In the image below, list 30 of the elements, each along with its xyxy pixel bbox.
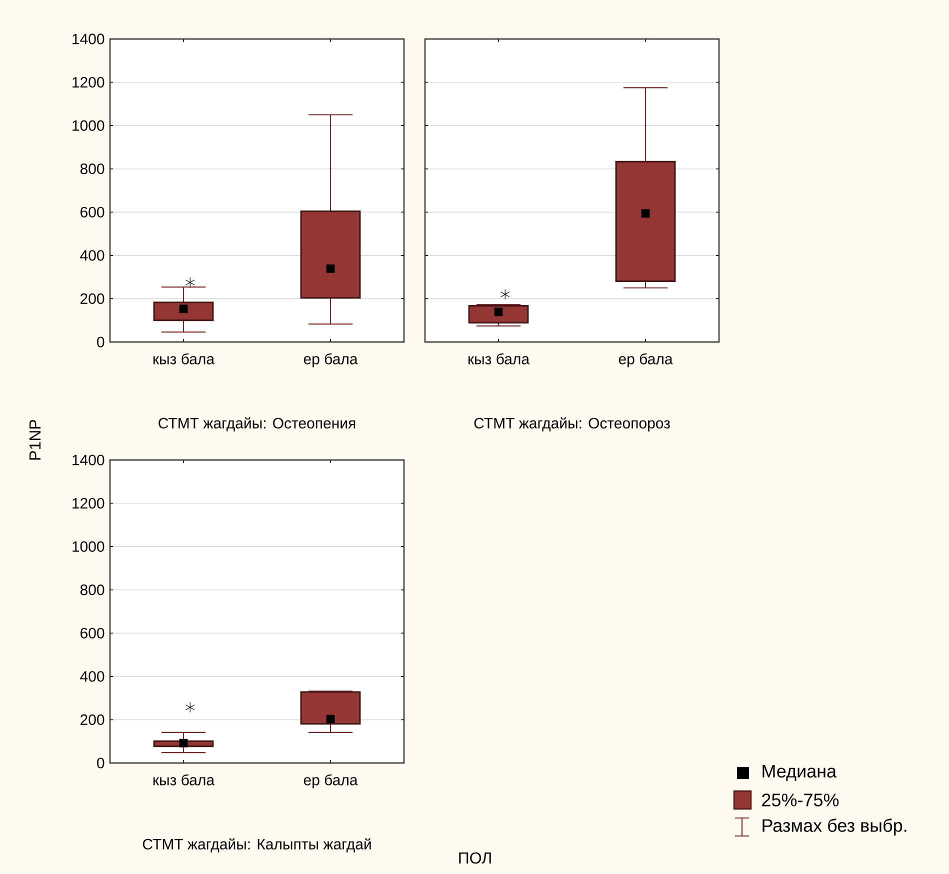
y-tick-label: 400 xyxy=(80,250,104,261)
y-tick-label: 400 xyxy=(80,671,104,682)
x-axis-title: ПОЛ xyxy=(459,852,491,864)
y-tick-label: 600 xyxy=(80,206,104,218)
y-tick-label: 800 xyxy=(80,584,104,596)
x-tick-label: ер бала xyxy=(304,774,358,788)
text: 25%-75% xyxy=(762,794,839,806)
y-tick-label: 200 xyxy=(80,293,104,304)
y-axis-title: P1NP xyxy=(29,420,41,460)
y-tick-label: 1400 xyxy=(72,454,104,466)
text: Размах без выбр. xyxy=(762,818,906,836)
y-tick-label: 0 xyxy=(97,336,104,348)
x-tick-label: кыз бала xyxy=(153,353,215,364)
y-tick-label: 1200 xyxy=(72,76,104,88)
y-tick-label: 200 xyxy=(80,714,104,726)
text: СТМТ жагдайы: Остеопения xyxy=(158,417,356,432)
y-tick-label: 600 xyxy=(80,628,104,638)
y-tick-label: 1000 xyxy=(72,120,104,131)
y-tick-label: 1400 xyxy=(72,34,104,44)
text: СТМТ жагдайы: Остеопороз xyxy=(474,417,670,432)
y-tick-label: 1000 xyxy=(72,541,104,552)
y-tick-label: 0 xyxy=(97,758,104,768)
text: Медиана xyxy=(762,765,837,781)
text: СТМТ жагдайы: Калыпты жагдай xyxy=(142,838,371,852)
x-tick-label: ер бала xyxy=(618,353,673,368)
x-tick-label: кыз бала xyxy=(153,774,215,786)
y-tick-label: 800 xyxy=(80,164,104,174)
y-tick-label: 1200 xyxy=(72,498,104,509)
x-tick-label: ер бала xyxy=(304,353,358,368)
x-tick-label: кыз бала xyxy=(468,353,530,364)
